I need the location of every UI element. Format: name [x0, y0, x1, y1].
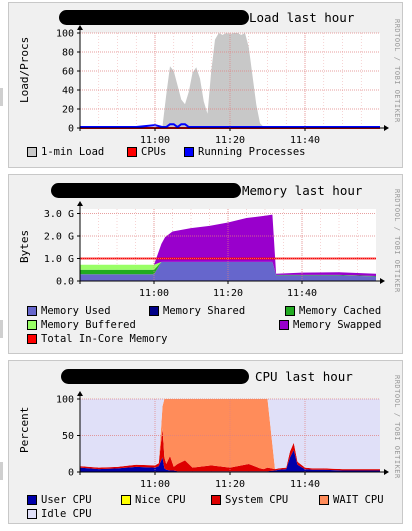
series-area-wait-cpu [80, 399, 380, 470]
y-axis-arrow [77, 391, 83, 396]
chart-title: CPU last hour [255, 369, 353, 384]
y-tick-label: 2.0 G [44, 232, 74, 243]
redacted-hostname [61, 369, 249, 384]
redacted-hostname [51, 183, 241, 198]
legend-label: Running Processes [198, 146, 306, 158]
series-line-running-processes [80, 123, 380, 129]
legend-label: User CPU [41, 494, 92, 506]
legend-label: CPUs [141, 146, 167, 158]
x-tick-label: 11:00 [139, 288, 169, 299]
legend-swatch [211, 495, 221, 505]
legend-swatch [121, 495, 131, 505]
legend-entry: Running Processes [184, 146, 305, 158]
legend-swatch [27, 334, 37, 344]
x-tick-label: 11:20 [215, 479, 245, 490]
edge-artifact [0, 88, 3, 106]
series-area-memory-cached [80, 261, 376, 277]
y-tick-label: 80 [62, 48, 74, 59]
legend-entry: 1-min Load [27, 146, 104, 158]
y-tick-label: 3.0 G [44, 209, 74, 220]
legend-swatch [149, 306, 159, 316]
redacted-hostname [59, 10, 249, 25]
x-tick-label: 11:00 [140, 479, 170, 490]
series-area-1-min-load [80, 33, 380, 128]
legend-label: Memory Used [41, 305, 111, 317]
legend-entry: Idle CPU [27, 508, 92, 520]
x-tick-label: 11:40 [287, 288, 317, 299]
y-tick-label: 50 [62, 431, 74, 442]
legend-entry: CPUs [127, 146, 166, 158]
y-tick-label: 0 [68, 124, 74, 135]
y-tick-label: 60 [62, 67, 74, 78]
legend-entry: Memory Buffered [27, 319, 136, 331]
legend-label: 1-min Load [41, 146, 105, 158]
legend-entry: Memory Swapped [279, 319, 382, 331]
legend-label: Memory Shared [163, 305, 246, 317]
legend-entry: Total In-Core Memory [27, 333, 167, 345]
legend-swatch [27, 306, 37, 316]
load-chart: 0 20 40 60 80 100 11:00 11:20 11:40 [56, 25, 389, 146]
legend-entry: User CPU [27, 494, 92, 506]
legend-label: WAIT CPU [333, 494, 384, 506]
x-tick-label: 11:00 [140, 135, 170, 146]
y-axis-arrow [77, 25, 83, 30]
x-tick-label: 11:20 [213, 288, 243, 299]
legend-label: Nice CPU [135, 494, 186, 506]
chart-title: Load last hour [249, 10, 355, 25]
legend-swatch [285, 306, 295, 316]
legend-swatch [319, 495, 329, 505]
legend-label: Memory Cached [299, 305, 382, 317]
y-tick-label: 20 [62, 105, 74, 116]
cpu-panel: CPU last hour RRDTOOL / TOBI OETIKER Per… [8, 360, 403, 524]
legend-swatch [27, 320, 37, 330]
x-axis-arrow [380, 278, 385, 284]
legend-label: System CPU [225, 494, 289, 506]
x-tick-label: 11:20 [215, 135, 245, 146]
legend-swatch [27, 495, 37, 505]
x-axis-arrow [384, 469, 389, 475]
legend-label: Idle CPU [41, 508, 92, 520]
edge-artifact [0, 462, 3, 480]
y-tick-label: 100 [56, 395, 74, 406]
x-tick-label: 11:40 [290, 135, 320, 146]
legend-entry: Memory Shared [149, 305, 245, 317]
series-area-user-cpu [80, 450, 380, 472]
y-tick-label: 0 [68, 468, 74, 479]
legend-swatch [279, 320, 289, 330]
legend-swatch [127, 147, 137, 157]
legend-entry: Memory Cached [285, 305, 381, 317]
chart-title: Memory last hour [242, 183, 363, 198]
cpu-chart: 0 50 100 11:00 11:20 11:40 [56, 391, 389, 490]
y-tick-label: 100 [56, 29, 74, 40]
y-tick-label: 1.0 G [44, 254, 74, 265]
y-axis-arrow [77, 201, 83, 206]
load-panel: Load last hour RRDTOOL / TOBI OETIKER Lo… [8, 2, 403, 168]
legend-entry: WAIT CPU [319, 494, 384, 506]
legend-swatch [27, 509, 37, 519]
memory-chart: 0.0 1.0 G 2.0 G 3.0 G 11:00 11:20 11:40 [44, 201, 385, 299]
legend-entry: System CPU [211, 494, 288, 506]
y-tick-label: 40 [62, 86, 74, 97]
legend-label: Memory Swapped [293, 319, 382, 331]
edge-artifact [0, 320, 3, 338]
legend-swatch [184, 147, 194, 157]
legend-entry: Nice CPU [121, 494, 186, 506]
memory-panel: Memory last hour RRDTOOL / TOBI OETIKER … [8, 174, 403, 354]
legend-label: Total In-Core Memory [41, 333, 168, 345]
legend-label: Memory Buffered [41, 319, 136, 331]
x-tick-label: 11:40 [290, 479, 320, 490]
x-axis-arrow [384, 125, 389, 131]
legend-swatch [27, 147, 37, 157]
y-tick-label: 0.0 [56, 277, 74, 288]
legend-entry: Memory Used [27, 305, 111, 317]
